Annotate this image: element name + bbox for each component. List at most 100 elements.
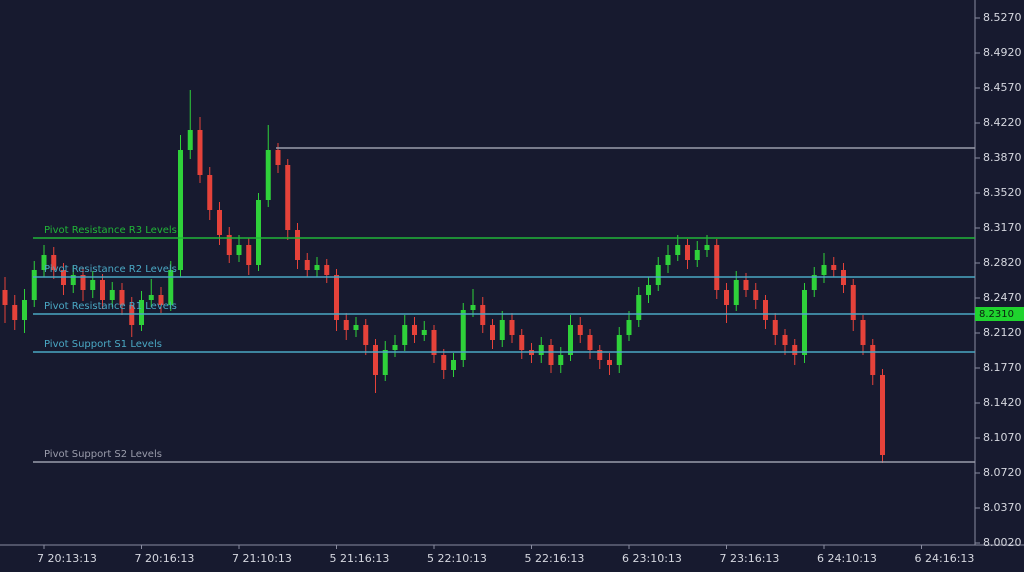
candle-body [158, 295, 164, 305]
candle-body [363, 325, 369, 345]
candle-body [655, 265, 661, 285]
candle-body [314, 265, 320, 270]
candle-body [597, 350, 603, 360]
candle-body [480, 305, 486, 325]
candle-body [499, 320, 505, 340]
candle-body [275, 150, 281, 165]
y-tick-label: 8.2820 [983, 256, 1022, 269]
candle-body [724, 290, 729, 305]
candle-body [460, 310, 466, 360]
x-tick-label: 7 20:13:13 [37, 552, 97, 565]
candle-body [548, 345, 554, 365]
y-tick-label: 8.4920 [983, 46, 1022, 59]
candle-body [587, 335, 593, 350]
candle-body [860, 320, 866, 345]
candle-body [607, 360, 612, 365]
level-label: Pivot Resistance R1 Levels [44, 301, 177, 312]
candle-body [753, 290, 759, 300]
candle-body [41, 255, 47, 270]
candle-body [646, 285, 651, 295]
candle-body [704, 245, 710, 250]
y-tick-label: 8.0370 [983, 501, 1022, 514]
candle-body [178, 150, 183, 270]
candle-body [675, 245, 681, 255]
candle-body [792, 345, 798, 355]
candle-body [694, 250, 700, 260]
candle-body [685, 245, 690, 260]
level-label: Pivot Resistance R2 Levels [44, 264, 177, 275]
candle-body [421, 330, 427, 335]
level-label: Pivot Resistance R3 Levels [44, 225, 177, 236]
current-price-label: 8.2310 [979, 309, 1014, 320]
candle-body [782, 335, 788, 345]
y-tick-label: 8.1070 [983, 431, 1022, 444]
candle-body [509, 320, 515, 335]
candle-body [295, 230, 300, 260]
candle-body [109, 290, 115, 300]
candle-body [304, 260, 310, 270]
y-tick-label: 8.0020 [983, 536, 1022, 549]
candle-body [70, 275, 76, 285]
candle-body [324, 265, 330, 275]
candle-body [353, 325, 359, 330]
candle-body [733, 280, 739, 305]
candle-body [343, 320, 349, 330]
candle-body [431, 330, 437, 355]
y-tick-label: 8.4570 [983, 81, 1022, 94]
candle-body [821, 265, 827, 275]
candle-body [31, 270, 37, 300]
candle-body [568, 325, 573, 355]
candle-body [256, 200, 261, 265]
y-tick-label: 8.5270 [983, 11, 1022, 24]
candle-body [850, 285, 856, 320]
y-tick-label: 8.4220 [983, 116, 1022, 129]
candle-body [51, 255, 57, 270]
candle-body [577, 325, 583, 335]
level-label: Pivot Support S2 Levels [44, 449, 162, 460]
candle-body [80, 275, 86, 290]
candle-body [392, 345, 398, 350]
candle-body [441, 355, 447, 370]
candle-body [265, 150, 271, 200]
candle-body [2, 290, 8, 305]
candle-body [334, 275, 339, 320]
x-tick-label: 7 23:16:13 [720, 552, 780, 565]
candle-body [490, 325, 495, 340]
y-tick-label: 8.3520 [983, 186, 1022, 199]
x-tick-label: 7 21:10:13 [232, 552, 292, 565]
candle-body [831, 265, 837, 270]
candle-body [168, 270, 174, 305]
candle-body [626, 320, 632, 335]
candle-body [148, 295, 154, 300]
current-price-box [975, 307, 1024, 321]
candle-body [373, 345, 378, 375]
y-tick-label: 8.1420 [983, 396, 1022, 409]
x-tick-label: 7 20:16:13 [135, 552, 195, 565]
candle-body [802, 290, 807, 355]
candle-body [743, 280, 749, 290]
candle-body [763, 300, 768, 320]
x-tick-label: 6 24:10:13 [817, 552, 877, 565]
y-tick-label: 8.2120 [983, 326, 1022, 339]
candle-body [519, 335, 525, 350]
candle-body [22, 300, 27, 320]
y-tick-label: 8.3870 [983, 151, 1022, 164]
candle-body [187, 130, 193, 150]
candle-body [870, 345, 876, 375]
candle-body [129, 305, 135, 325]
x-tick-label: 5 22:16:13 [525, 552, 585, 565]
candle-body [207, 175, 213, 210]
candle-body [236, 245, 242, 255]
y-tick-label: 8.1770 [983, 361, 1022, 374]
candle-body [616, 335, 622, 365]
y-tick-label: 8.2470 [983, 291, 1022, 304]
candle-body [714, 245, 720, 290]
y-tick-label: 8.3170 [983, 221, 1022, 234]
candle-body [636, 295, 642, 320]
candle-body [772, 320, 778, 335]
candle-body [119, 290, 125, 305]
x-tick-label: 5 21:16:13 [330, 552, 390, 565]
level-label: Pivot Support S1 Levels [44, 339, 162, 350]
